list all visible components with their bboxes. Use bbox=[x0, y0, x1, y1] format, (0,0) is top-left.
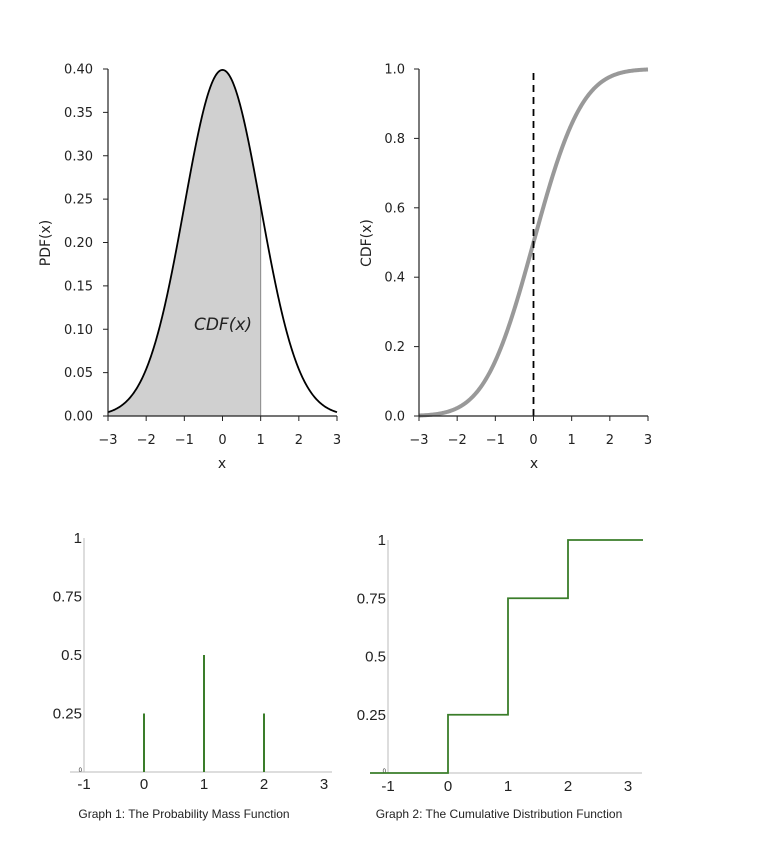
x-tick-label: -1 bbox=[77, 776, 90, 793]
y-axis-label: CDF(x) bbox=[359, 219, 375, 267]
y-tick-label: 0.15 bbox=[64, 279, 93, 294]
step-cdf-caption: Graph 2: The Cumulative Distribution Fun… bbox=[376, 807, 623, 821]
y-tick-label: 0.8 bbox=[384, 132, 405, 147]
x-tick-label: 0 bbox=[218, 433, 226, 448]
x-axis-label: x bbox=[530, 456, 538, 472]
y-origin-label: 0 bbox=[79, 768, 83, 774]
y-tick-label: 0.10 bbox=[64, 323, 93, 338]
y-tick-label: 1.0 bbox=[384, 63, 405, 78]
x-tick-label: 3 bbox=[333, 433, 341, 448]
x-tick-label: −2 bbox=[448, 433, 467, 448]
y-tick-label: 0.75 bbox=[357, 590, 386, 607]
x-tick-label: 2 bbox=[295, 433, 303, 448]
x-tick-label: 1 bbox=[200, 776, 208, 793]
y-tick-label: 1 bbox=[74, 530, 82, 547]
x-tick-label: -1 bbox=[381, 778, 394, 795]
x-tick-label: −3 bbox=[98, 433, 117, 448]
y-tick-label: 0.25 bbox=[357, 707, 386, 724]
step-cdf-chart: -1 0 1 2 3 0.25 0.5 0.75 1 0 Graph 2: The Cumulati… bbox=[357, 532, 643, 821]
x-tick-label: −1 bbox=[175, 433, 194, 448]
y-tick-label: 0.5 bbox=[61, 647, 82, 664]
x-tick-label: 2 bbox=[564, 778, 572, 795]
x-tick-label: 2 bbox=[606, 433, 614, 448]
x-tick-label: 3 bbox=[624, 778, 632, 795]
pdf-chart: −3 −2 −1 0 1 2 3 0.00 0.05 0.10 0.15 0.20 0.25 0.30 0.… bbox=[38, 63, 341, 473]
x-axis-label: x bbox=[218, 456, 226, 472]
cdf-shaded-area bbox=[108, 69, 261, 417]
x-tick-label: 2 bbox=[260, 776, 268, 793]
y-tick-label: 0.75 bbox=[53, 589, 82, 606]
y-tick-label: 0.35 bbox=[64, 106, 93, 121]
cdf-chart: −3 −2 −1 0 1 2 3 0.0 0.2 0.4 0.6 0.8 1.0 x CDF(x) bbox=[359, 63, 652, 473]
y-tick-label: 0.0 bbox=[384, 410, 405, 425]
y-tick-label: 0.25 bbox=[53, 706, 82, 723]
y-tick-label: 0.2 bbox=[384, 340, 405, 355]
x-tick-label: 3 bbox=[320, 776, 328, 793]
y-tick-label: 0.30 bbox=[64, 149, 93, 164]
x-tick-label: 0 bbox=[140, 776, 148, 793]
x-tick-label: −3 bbox=[409, 433, 428, 448]
y-tick-label: 0.6 bbox=[384, 201, 405, 216]
x-tick-label: 1 bbox=[257, 433, 265, 448]
y-tick-label: 1 bbox=[378, 532, 386, 549]
y-tick-label: 0.25 bbox=[64, 193, 93, 208]
step-line bbox=[370, 539, 643, 774]
x-tick-label: −2 bbox=[137, 433, 156, 448]
y-tick-label: 0.05 bbox=[64, 366, 93, 381]
y-origin-label: 0 bbox=[383, 769, 387, 775]
x-tick-label: 3 bbox=[644, 433, 652, 448]
pmf-caption: Graph 1: The Probability Mass Function bbox=[78, 807, 289, 821]
y-tick-label: 0.00 bbox=[64, 410, 93, 425]
cdf-annotation: CDF(x) bbox=[194, 315, 252, 335]
y-axis-label: PDF(x) bbox=[38, 220, 54, 266]
pdf-curve bbox=[107, 69, 338, 414]
x-tick-label: −1 bbox=[486, 433, 505, 448]
x-tick-label: 1 bbox=[568, 433, 576, 448]
x-tick-label: 1 bbox=[504, 778, 512, 795]
y-tick-label: 0.20 bbox=[64, 236, 93, 251]
x-tick-label: 0 bbox=[444, 778, 452, 795]
y-tick-label: 0.40 bbox=[64, 63, 93, 78]
pmf-chart: -1 0 1 2 3 0.25 0.5 0.75 1 0 Graph 1: The Probabil… bbox=[53, 530, 332, 821]
y-tick-label: 0.4 bbox=[384, 271, 405, 286]
x-tick-label: 0 bbox=[529, 433, 537, 448]
y-tick-label: 0.5 bbox=[365, 649, 386, 666]
